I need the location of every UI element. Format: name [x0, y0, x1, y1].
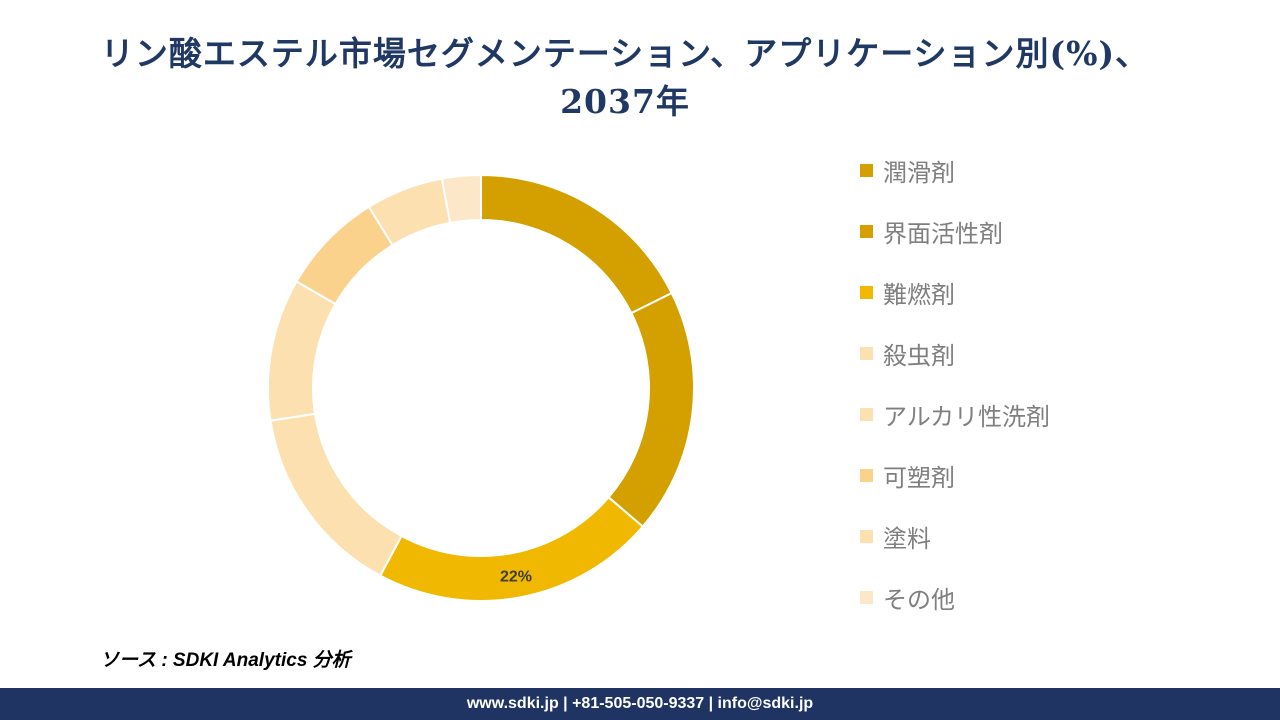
donut-slice-2 — [607, 291, 695, 528]
footer-bar: www.sdki.jp | +81-505-050-9337 | info@sd… — [0, 688, 1280, 720]
legend-swatch — [860, 407, 873, 421]
data-label-3: 22% — [500, 568, 532, 585]
donut-slice-8 — [440, 173, 482, 225]
legend-item: 潤滑剤 — [860, 150, 955, 190]
legend-swatch — [860, 529, 873, 543]
donut-slice-4 — [269, 412, 403, 578]
legend-swatch — [860, 163, 873, 177]
legend-item: 界面活性剤 — [860, 211, 1003, 251]
chart-title-line2: 2037年 — [560, 82, 690, 121]
legend-item: 難燃剤 — [860, 272, 955, 312]
donut-slice-5 — [267, 280, 337, 422]
source-note: ソース : SDKI Analytics 分析 — [100, 650, 351, 671]
donut-slice-3 — [378, 495, 645, 602]
legend-label: その他 — [883, 585, 955, 614]
legend-item: 塗料 — [860, 516, 931, 556]
legend-item: その他 — [860, 577, 955, 617]
legend-item: 可塑剤 — [860, 455, 955, 495]
legend-item: 殺虫剤 — [860, 333, 955, 373]
footer-contact: www.sdki.jp | +81-505-050-9337 | info@sd… — [466, 695, 814, 712]
legend-swatch — [860, 590, 873, 604]
legend-label: 塗料 — [883, 524, 931, 553]
legend-swatch — [860, 285, 873, 299]
chart-title: リン酸エステル市場セグメンテーション、アプリケーション別(%)、 2037年 — [0, 30, 1250, 126]
legend-swatch — [860, 346, 873, 360]
chart-title-line1: リン酸エステル市場セグメンテーション、アプリケーション別(%)、 — [100, 34, 1150, 73]
legend-swatch — [860, 468, 873, 482]
legend-label: 可塑剤 — [883, 463, 955, 492]
legend-label: 界面活性剤 — [883, 219, 1003, 248]
legend-swatch — [860, 224, 873, 238]
legend-label: アルカリ性洗剤 — [883, 402, 1051, 431]
legend-item: アルカリ性洗剤 — [860, 394, 1050, 434]
legend-label: 難燃剤 — [883, 280, 955, 309]
donut-slice-1 — [480, 173, 674, 315]
legend-label: 潤滑剤 — [883, 158, 955, 187]
legend-label: 殺虫剤 — [883, 341, 955, 370]
